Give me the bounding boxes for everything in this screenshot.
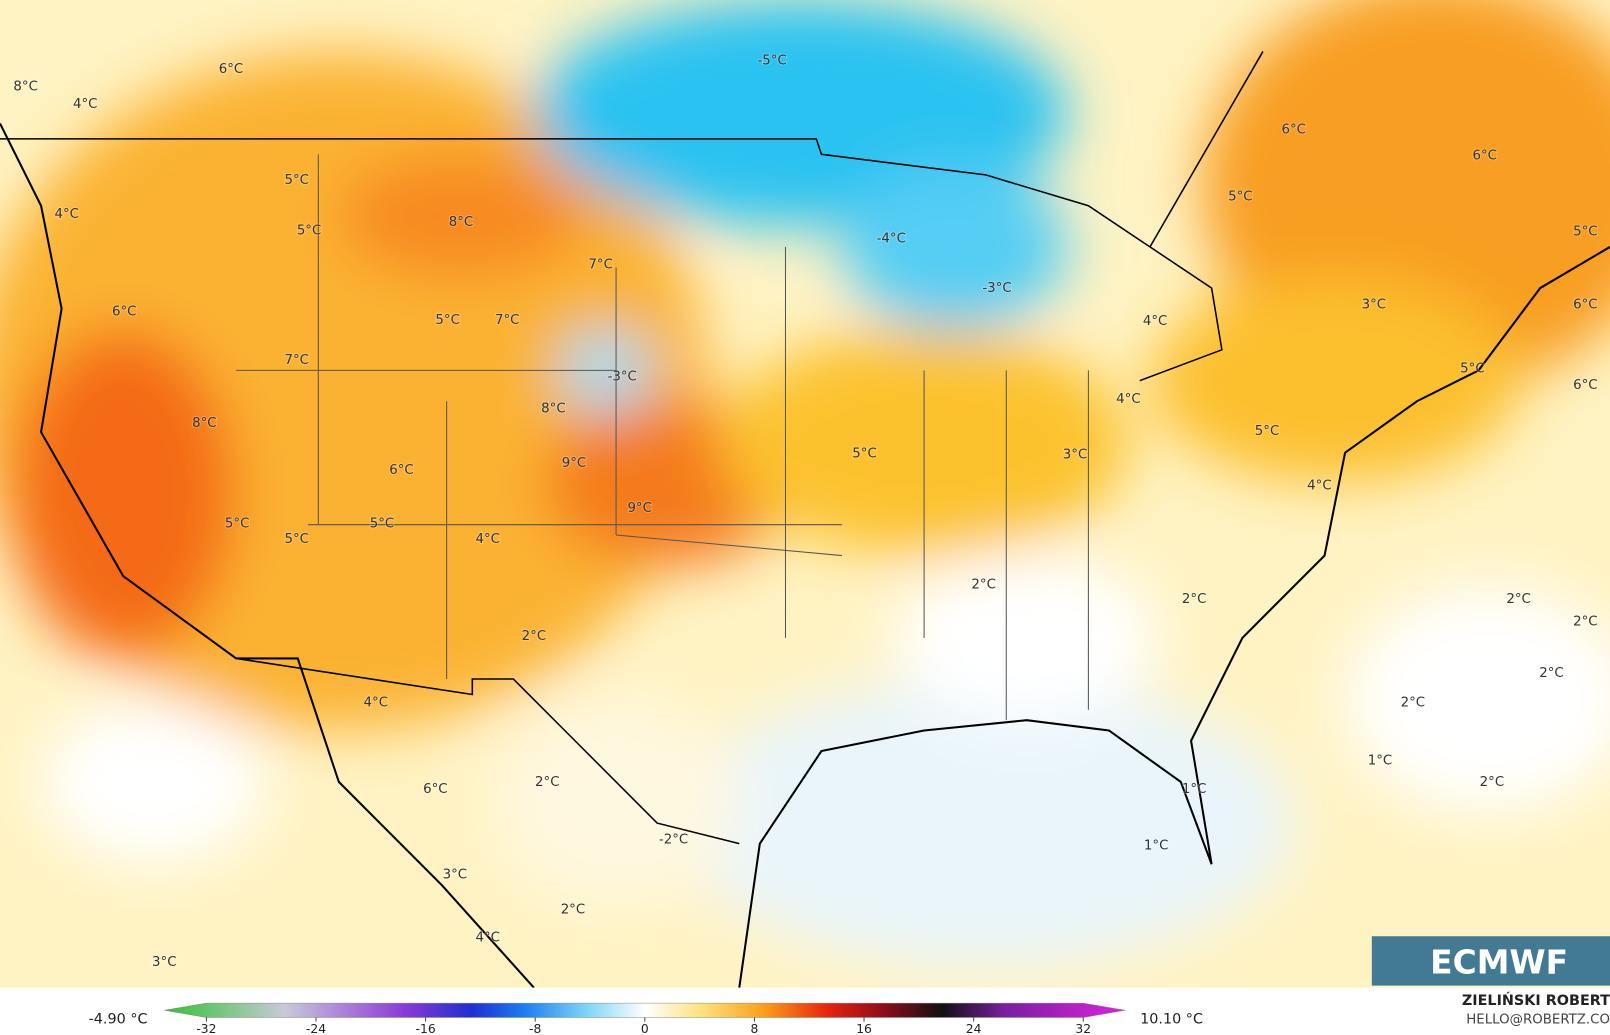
temperature-label: 2°C: [1539, 666, 1563, 681]
colorbar-tick-label: 8: [751, 1022, 759, 1035]
temperature-label: 9°C: [627, 501, 651, 516]
temperature-label: 4°C: [54, 207, 78, 222]
temperature-label: -4°C: [877, 232, 906, 247]
temperature-label: 5°C: [284, 532, 308, 547]
temperature-label: 4°C: [364, 696, 388, 711]
temperature-label: 5°C: [370, 517, 394, 532]
temperature-label: 1°C: [1144, 839, 1168, 854]
temperature-label: 6°C: [112, 305, 136, 320]
temperature-field: [0, 0, 1610, 989]
temperature-label: 7°C: [588, 257, 612, 272]
temperature-label: 4°C: [1143, 314, 1167, 329]
temperature-label: 5°C: [225, 517, 249, 532]
temperature-label: 4°C: [73, 97, 97, 112]
temperature-label: -3°C: [982, 281, 1011, 296]
temperature-label: 2°C: [1182, 592, 1206, 607]
temperature-label: 1°C: [1368, 753, 1392, 768]
temperature-label: 6°C: [389, 463, 413, 478]
temperature-label: 9°C: [562, 456, 586, 471]
credit-email: HELLO@ROBERTZ.CO: [1466, 1013, 1610, 1028]
colorbar-tick-label: 16: [856, 1022, 872, 1035]
temperature-label: 6°C: [1472, 148, 1496, 163]
colorbar-tick-label: 0: [641, 1022, 649, 1035]
temperature-label: 5°C: [1573, 224, 1597, 239]
temperature-label: 6°C: [1282, 123, 1306, 138]
temperature-label: 4°C: [475, 532, 499, 547]
temperature-label: 2°C: [1401, 696, 1425, 711]
credit-name: ZIELIŃSKI ROBERT: [1462, 991, 1610, 1009]
temperature-label: 2°C: [1506, 592, 1530, 607]
temperature-label: 3°C: [1362, 298, 1386, 313]
temperature-label: 2°C: [1480, 775, 1504, 790]
temperature-label: 4°C: [1116, 392, 1140, 407]
temperature-label: 2°C: [971, 577, 995, 592]
temperature-label: 3°C: [443, 867, 467, 882]
temperature-label: 7°C: [495, 313, 519, 328]
temperature-label: 5°C: [297, 223, 321, 238]
temperature-label: 5°C: [1255, 424, 1279, 439]
colorbar-tick-label: -24: [306, 1022, 326, 1035]
temperature-label: 5°C: [852, 447, 876, 462]
temperature-label: 2°C: [535, 775, 559, 790]
temperature-label: 8°C: [449, 215, 473, 230]
logo: ECMWF: [1371, 936, 1610, 986]
temperature-label: 4°C: [475, 930, 499, 945]
temperature-label: -5°C: [757, 54, 786, 69]
temperature-label: 1°C: [1182, 782, 1206, 797]
logo-text: ECMWF: [1430, 942, 1568, 981]
temperature-label: -3°C: [608, 370, 637, 385]
temperature-label: 2°C: [1573, 614, 1597, 629]
temperature-label: 5°C: [435, 313, 459, 328]
temperature-label: 7°C: [284, 353, 308, 368]
temperature-label: 8°C: [13, 79, 37, 94]
temperature-label: -2°C: [659, 833, 688, 848]
temperature-label: 6°C: [1573, 378, 1597, 393]
temperature-label: 5°C: [1228, 189, 1252, 204]
temperature-label: 8°C: [541, 401, 565, 416]
temperature-label: 2°C: [561, 902, 585, 917]
temperature-label: 4°C: [1307, 479, 1331, 494]
temperature-label: 2°C: [522, 629, 546, 644]
colorbar-tick-label: 32: [1075, 1022, 1091, 1035]
temperature-label: 6°C: [219, 62, 243, 77]
colorbar-tick-label: -32: [196, 1022, 216, 1035]
temperature-label: 5°C: [1460, 361, 1484, 376]
colorbar: -32 -24 -16 -8 0 8 16 24 32: [164, 1002, 1126, 1035]
colorbar-tick-label: -16: [416, 1022, 436, 1035]
temperature-label: 5°C: [284, 173, 308, 188]
colorbar-tick-label: -8: [529, 1022, 541, 1035]
temperature-label: 8°C: [192, 416, 216, 431]
max-label: 10.10 °C: [1140, 1012, 1203, 1028]
temperature-label: 6°C: [423, 782, 447, 797]
temperature-label: 3°C: [1063, 448, 1087, 463]
colorbar-tick-label: 24: [966, 1022, 982, 1035]
temperature-label: 6°C: [1573, 298, 1597, 313]
min-label: -4.90 °C: [89, 1012, 148, 1028]
temperature-label: 3°C: [152, 955, 176, 970]
